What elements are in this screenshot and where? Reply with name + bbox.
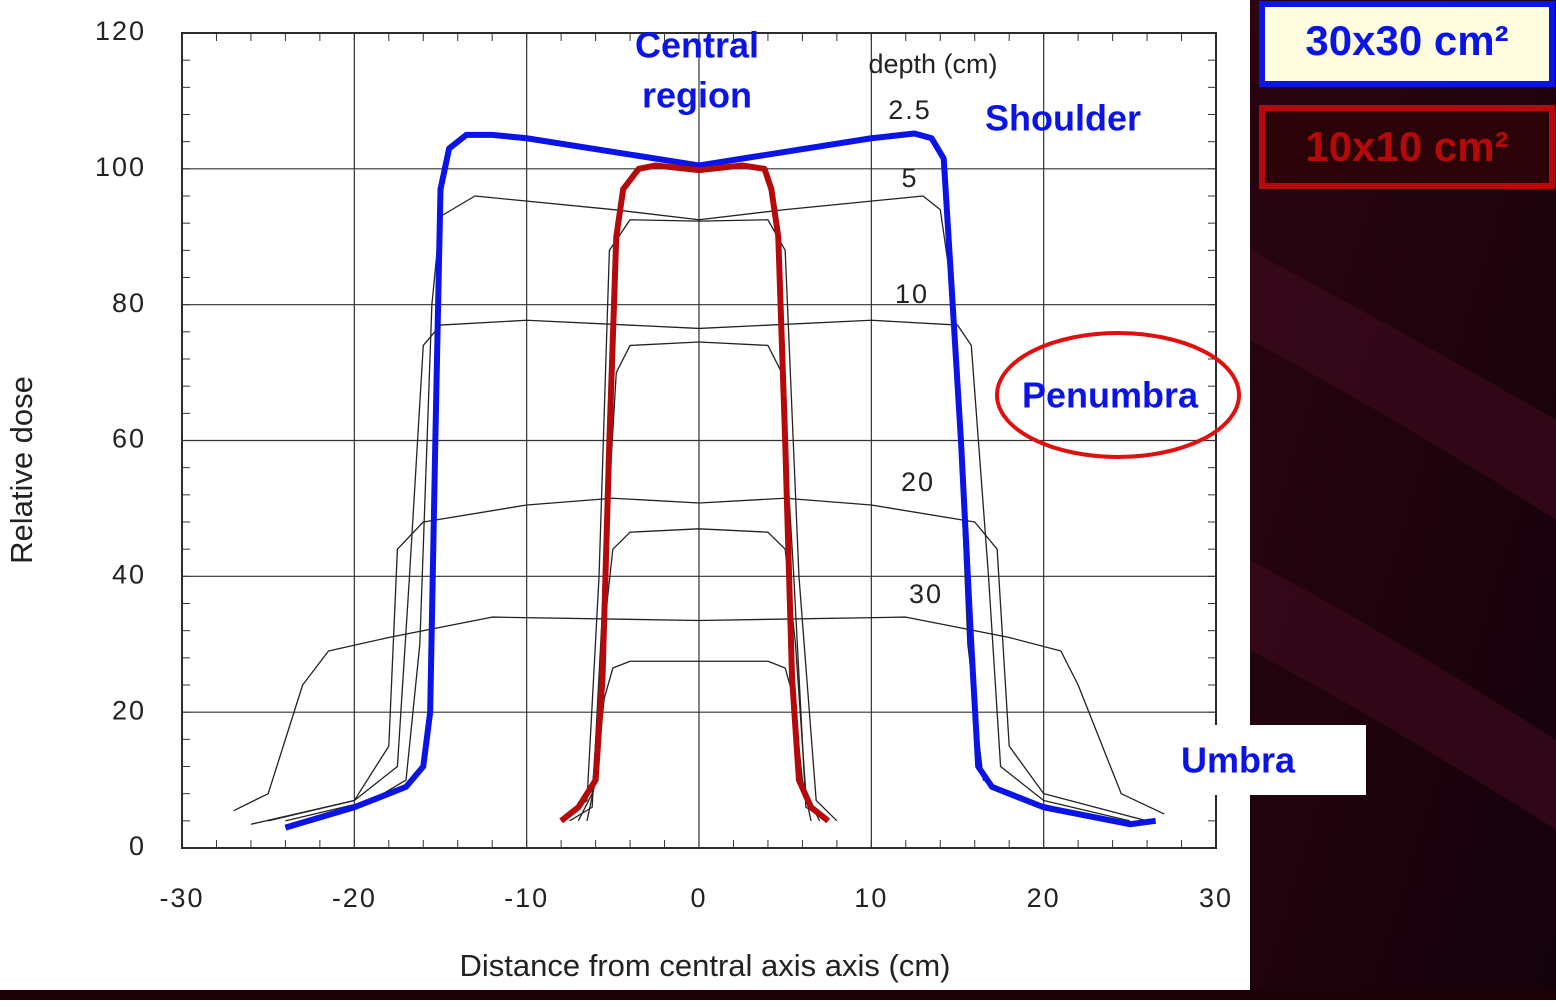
- y-tick-label: 40: [112, 559, 146, 589]
- legend-box-10: [1259, 105, 1555, 189]
- x-axis-label: Distance from central axis axis (cm): [460, 948, 951, 983]
- penumbra-ellipse: [995, 331, 1241, 459]
- depth-label: 5: [901, 163, 918, 193]
- legend-label: 30x30 cm²: [1305, 17, 1508, 64]
- x-tick-label: 20: [1027, 883, 1061, 913]
- y-tick-label: 60: [112, 424, 146, 454]
- y-tick-label: 20: [112, 695, 146, 725]
- umbra-box: [1142, 725, 1366, 795]
- annotation: Penumbra: [1022, 375, 1199, 416]
- x-tick-label: 0: [690, 883, 707, 913]
- series-line: [284, 130, 1157, 831]
- series-line: [560, 219, 838, 822]
- y-tick-label: 100: [95, 152, 146, 182]
- annotation: region: [642, 75, 752, 116]
- x-tick-label: 30: [1199, 883, 1233, 913]
- annotation: Umbra: [1181, 740, 1296, 781]
- series-line: [268, 319, 1130, 822]
- x-tick-label: -30: [159, 883, 204, 913]
- legend-label: 10x10 cm²: [1305, 123, 1508, 170]
- depth-label: 10: [895, 279, 929, 309]
- annotation: Shoulder: [985, 98, 1141, 139]
- series-line: [569, 341, 829, 822]
- depth-label: 2.5: [888, 95, 932, 125]
- x-tick-label: -20: [332, 883, 377, 913]
- x-tick-label: -10: [504, 883, 549, 913]
- series-line: [250, 497, 1148, 825]
- y-tick-label: 120: [95, 16, 146, 46]
- series-line: [233, 616, 1165, 815]
- y-axis-label: Relative dose: [4, 376, 39, 564]
- series-line: [559, 162, 831, 824]
- annotation: Central: [635, 25, 759, 66]
- legend-box-30: [1259, 1, 1555, 87]
- y-tick-label: 0: [129, 831, 146, 861]
- plot-area: -30 -20 -10 0 10 20 30 0 20 40 60 80 100 120: [95, 16, 1233, 913]
- depth-title: depth (cm): [868, 49, 997, 79]
- depth-label: 30: [909, 579, 943, 609]
- x-tick-label: 10: [854, 883, 888, 913]
- panel-stripes: [1250, 250, 1556, 830]
- depth-label: 20: [901, 467, 935, 497]
- bottom-strip: [0, 990, 1556, 1000]
- y-tick-label: 80: [112, 288, 146, 318]
